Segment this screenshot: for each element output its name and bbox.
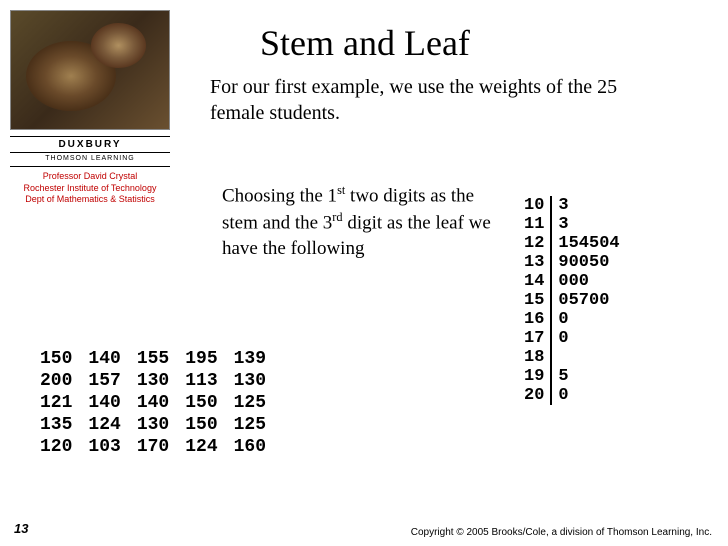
- stem-leaf-row: 14000: [524, 272, 620, 291]
- professor-info: Professor David Crystal Rochester Instit…: [10, 171, 170, 206]
- leaf-cell: 154504: [551, 234, 619, 253]
- professor-name: Professor David Crystal: [10, 171, 170, 183]
- stem-cell: 15: [524, 291, 551, 310]
- data-cell: 200: [40, 370, 88, 392]
- stem-cell: 11: [524, 215, 551, 234]
- leaf-cell: [551, 348, 619, 367]
- stem-leaf-row: 200: [524, 386, 620, 405]
- stem-cell: 16: [524, 310, 551, 329]
- data-cell: 135: [40, 414, 88, 436]
- professor-institution: Rochester Institute of Technology: [10, 183, 170, 195]
- stem-leaf-table: 1031131215450413900501400015057001601701…: [524, 196, 620, 405]
- data-cell: 125: [234, 392, 282, 414]
- leaf-cell: 000: [551, 272, 619, 291]
- data-cell: 120: [40, 436, 88, 458]
- intro-paragraph: For our first example, we use the weight…: [210, 74, 650, 126]
- leaf-cell: 0: [551, 329, 619, 348]
- publisher-name: DUXBURY: [10, 136, 170, 153]
- leaf-cell: 3: [551, 196, 619, 215]
- data-cell: 121: [40, 392, 88, 414]
- stem-cell: 18: [524, 348, 551, 367]
- data-cell: 140: [88, 348, 136, 370]
- data-cell: 195: [185, 348, 233, 370]
- branding-block: DUXBURY THOMSON LEARNING Professor David…: [10, 10, 170, 206]
- leaf-cell: 3: [551, 215, 619, 234]
- stem-cell: 20: [524, 386, 551, 405]
- data-cell: 155: [137, 348, 185, 370]
- slide-title: Stem and Leaf: [260, 22, 470, 64]
- data-cell: 140: [137, 392, 185, 414]
- stem-cell: 19: [524, 367, 551, 386]
- data-cell: 113: [185, 370, 233, 392]
- table-row: 120103170124160: [40, 436, 282, 458]
- data-cell: 150: [185, 392, 233, 414]
- stem-leaf-row: 1505700: [524, 291, 620, 310]
- data-cell: 157: [88, 370, 136, 392]
- data-cell: 125: [234, 414, 282, 436]
- data-cell: 140: [88, 392, 136, 414]
- data-cell: 130: [137, 414, 185, 436]
- leaf-cell: 0: [551, 386, 619, 405]
- stem-cell: 17: [524, 329, 551, 348]
- leaf-cell: 90050: [551, 253, 619, 272]
- data-cell: 139: [234, 348, 282, 370]
- table-row: 150140155195139: [40, 348, 282, 370]
- leaf-cell: 5: [551, 367, 619, 386]
- stem-leaf-row: 113: [524, 215, 620, 234]
- stem-leaf-row: 12154504: [524, 234, 620, 253]
- stem-cell: 13: [524, 253, 551, 272]
- data-cell: 170: [137, 436, 185, 458]
- leaf-cell: 05700: [551, 291, 619, 310]
- table-row: 121140140150125: [40, 392, 282, 414]
- stem-leaf-plot: 1031131215450413900501400015057001601701…: [524, 196, 620, 405]
- data-cell: 124: [185, 436, 233, 458]
- leaf-cell: 0: [551, 310, 619, 329]
- stem-leaf-row: 195: [524, 367, 620, 386]
- table-row: 135124130150125: [40, 414, 282, 436]
- stem-leaf-row: 160: [524, 310, 620, 329]
- stem-leaf-row: 1390050: [524, 253, 620, 272]
- stem-cell: 12: [524, 234, 551, 253]
- data-table: 1501401551951392001571301131301211401401…: [40, 348, 282, 458]
- stem-leaf-row: 103: [524, 196, 620, 215]
- data-cell: 103: [88, 436, 136, 458]
- data-cell: 130: [137, 370, 185, 392]
- data-cell: 160: [234, 436, 282, 458]
- data-cell: 150: [40, 348, 88, 370]
- data-cell: 124: [88, 414, 136, 436]
- stem-leaf-row: 18: [524, 348, 620, 367]
- stem-leaf-row: 170: [524, 329, 620, 348]
- data-cell: 130: [234, 370, 282, 392]
- mushroom-image: [10, 10, 170, 130]
- professor-department: Dept of Mathematics & Statistics: [10, 194, 170, 206]
- table-row: 200157130113130: [40, 370, 282, 392]
- publisher-subname: THOMSON LEARNING: [10, 153, 170, 167]
- raw-data-table: 1501401551951392001571301131301211401401…: [40, 348, 282, 458]
- page-number: 13: [14, 521, 28, 536]
- choosing-paragraph: Choosing the 1st two digits as the stem …: [222, 182, 512, 262]
- data-cell: 150: [185, 414, 233, 436]
- stem-cell: 10: [524, 196, 551, 215]
- copyright-text: Copyright © 2005 Brooks/Cole, a division…: [411, 527, 712, 538]
- stem-cell: 14: [524, 272, 551, 291]
